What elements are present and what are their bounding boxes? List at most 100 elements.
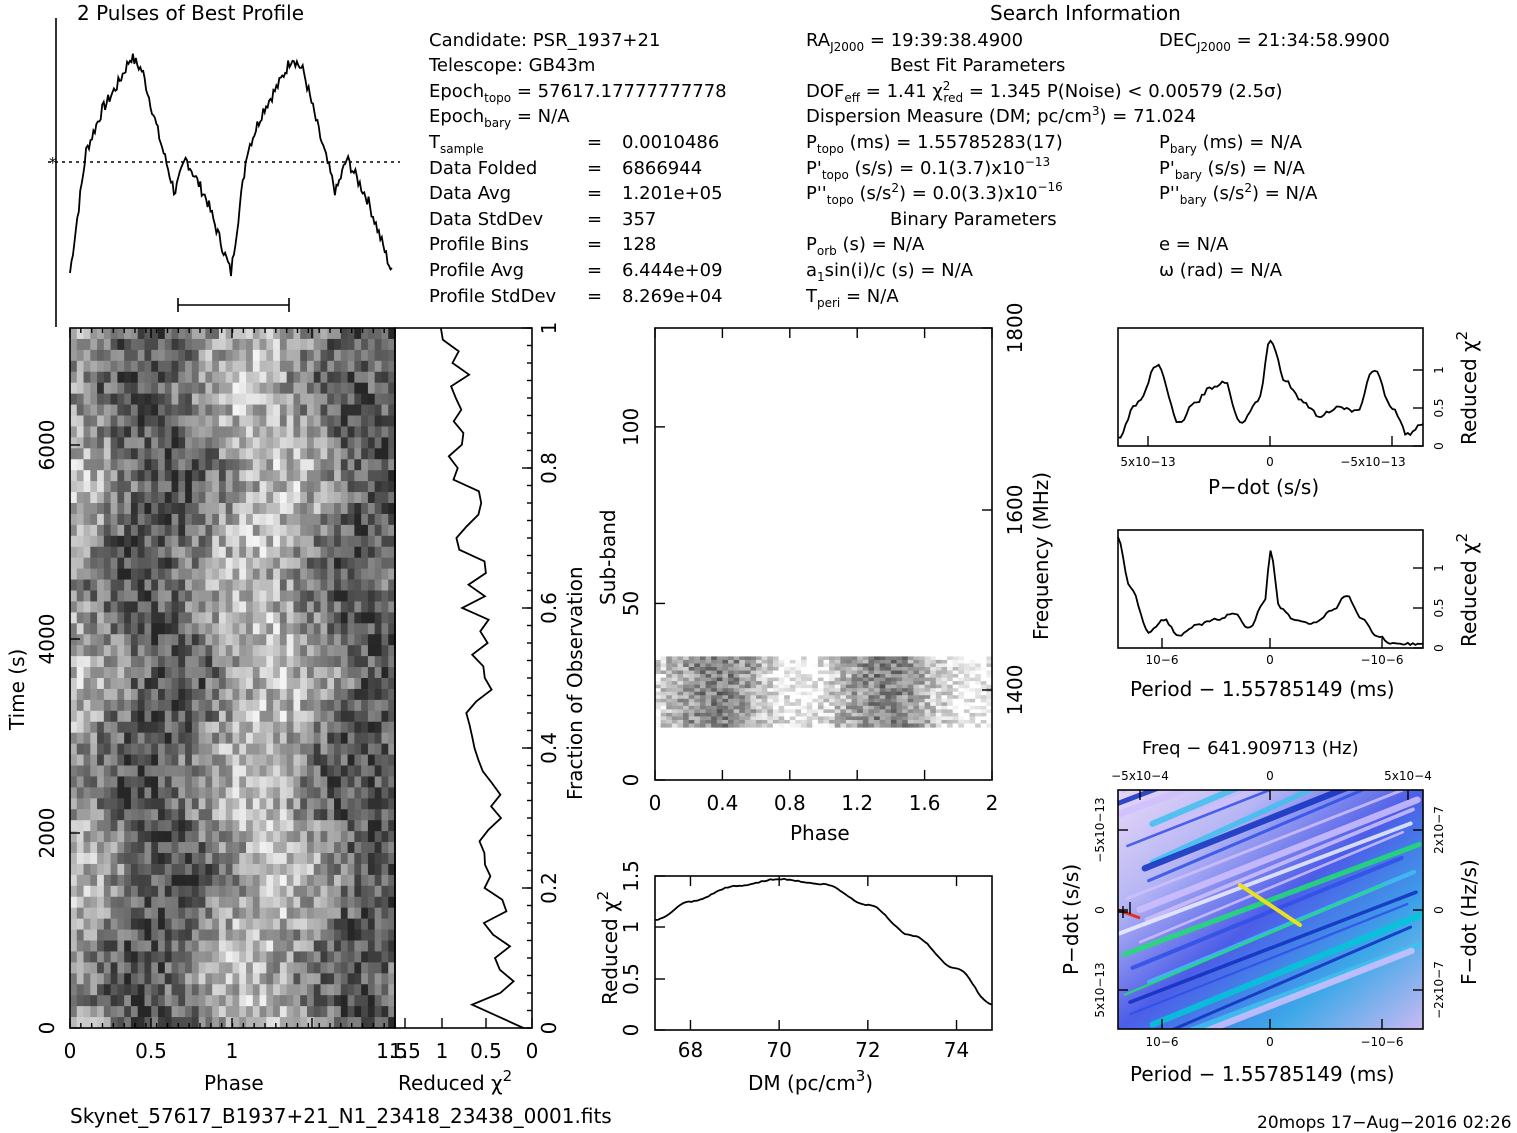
time-phase-pixel — [361, 699, 369, 712]
time-phase-pixel — [313, 590, 322, 603]
time-phase-pixel — [185, 371, 193, 384]
subband-pixel — [868, 677, 875, 682]
subband-pixel — [761, 702, 768, 707]
time-phase-pixel — [273, 426, 281, 438]
time-phase-pixel — [151, 732, 159, 745]
time-phase-pixel — [212, 896, 220, 909]
time-phase-pixel — [306, 743, 315, 756]
subband-pixel — [733, 705, 740, 710]
subband-pixel — [935, 663, 943, 668]
time-phase-pixel — [117, 984, 125, 996]
time-phase-pixel — [259, 1017, 267, 1029]
time-phase-pixel — [144, 415, 152, 428]
time-phase-pixel — [266, 590, 274, 603]
time-phase-pixel — [374, 360, 383, 373]
subband-pixel — [857, 705, 864, 710]
time-phase-pixel — [97, 459, 105, 471]
subband-pixel — [722, 688, 729, 693]
time-phase-pixel — [340, 929, 349, 942]
time-phase-pixel — [103, 623, 112, 635]
time-phase-pixel — [259, 470, 267, 482]
subband-pixel — [728, 674, 735, 679]
time-phase-pixel — [225, 929, 234, 942]
time-phase-pixel — [110, 940, 118, 953]
time-phase-pixel — [103, 426, 112, 438]
subband-pixel — [666, 698, 673, 703]
time-phase-pixel — [239, 710, 247, 723]
time-phase-pixel — [286, 470, 295, 482]
time-phase-pixel — [124, 787, 132, 799]
time-phase-pixel — [198, 962, 207, 974]
subband-pixel — [941, 695, 948, 700]
time-phase-pixel — [130, 513, 139, 526]
time-phase-pixel — [252, 546, 261, 559]
time-phase-pixel — [212, 743, 220, 756]
time-phase-pixel — [76, 732, 85, 745]
time-phase-pixel — [232, 459, 240, 471]
time-phase-pixel — [293, 732, 301, 745]
time-phase-pixel — [198, 437, 207, 449]
subband-frame — [654, 327, 993, 781]
time-phase-pixel — [374, 393, 383, 406]
time-phase-pixel — [83, 546, 91, 559]
subband-pixel — [716, 712, 723, 718]
time-phase-pixel — [388, 842, 396, 854]
subband-pixel — [913, 702, 920, 707]
time-phase-pixel — [144, 634, 152, 646]
time-phase-pixel — [103, 1017, 112, 1029]
subband-pixel — [671, 656, 679, 661]
time-phase-pixel — [225, 820, 234, 832]
time-phase-pixel — [361, 623, 369, 635]
time-phase-pixel — [218, 787, 227, 799]
time-phase-pixel — [273, 656, 281, 668]
time-phase-pixel — [320, 831, 328, 843]
time-phase-pixel — [97, 481, 105, 493]
time-phase-pixel — [218, 754, 227, 767]
time-phase-pixel — [259, 338, 267, 351]
subband-pixel — [660, 702, 667, 707]
subband-pixel — [772, 681, 780, 686]
time-phase-pixel — [212, 853, 220, 865]
time-phase-pixel — [266, 732, 274, 745]
time-phase-pixel — [320, 470, 328, 482]
time-phase-pixel — [334, 809, 342, 821]
time-phase-pixel — [374, 371, 383, 384]
time-phase-pixel — [137, 743, 146, 756]
subband-pixel — [935, 712, 943, 718]
time-phase-pixel — [70, 765, 78, 778]
time-phase-pixel — [334, 415, 342, 428]
subband-pixel — [711, 674, 718, 679]
subband-pixel — [969, 684, 976, 689]
time-phase-pixel — [388, 918, 396, 931]
subband-pixel — [744, 667, 752, 672]
subband-pixel — [806, 681, 813, 686]
subband-pixel — [784, 670, 791, 675]
time-phase-pixel — [279, 809, 288, 821]
time-phase-pixel — [212, 732, 220, 745]
time-phase-pixel — [218, 1006, 227, 1018]
time-phase-pixel — [225, 918, 234, 931]
subband-pixel — [817, 691, 825, 696]
time-phase-pixel — [185, 1006, 193, 1018]
time-phase-pixel — [130, 579, 139, 592]
time-phase-pixel — [178, 1006, 186, 1018]
time-phase-pixel — [198, 678, 207, 690]
time-phase-pixel — [158, 973, 166, 985]
time-phase-pixel — [191, 513, 200, 526]
time-phase-pixel — [381, 590, 389, 603]
time-phase-pixel — [293, 481, 301, 493]
time-phase-pixel — [313, 732, 322, 745]
subband-pixel — [761, 677, 768, 682]
subband-pixel — [958, 698, 965, 703]
time-phase-pixel — [83, 809, 91, 821]
time-phase-pixel — [354, 601, 362, 613]
time-phase-pixel — [76, 874, 85, 887]
time-phase-pixel — [286, 448, 295, 460]
time-phase-pixel — [320, 962, 328, 974]
time-phase-pixel — [76, 765, 85, 778]
time-phase-pixel — [320, 667, 328, 679]
subband-pixel — [655, 716, 662, 721]
subband-pixel — [823, 709, 830, 714]
time-phase-pixel — [124, 656, 132, 668]
time-phase-pixel — [171, 382, 179, 395]
